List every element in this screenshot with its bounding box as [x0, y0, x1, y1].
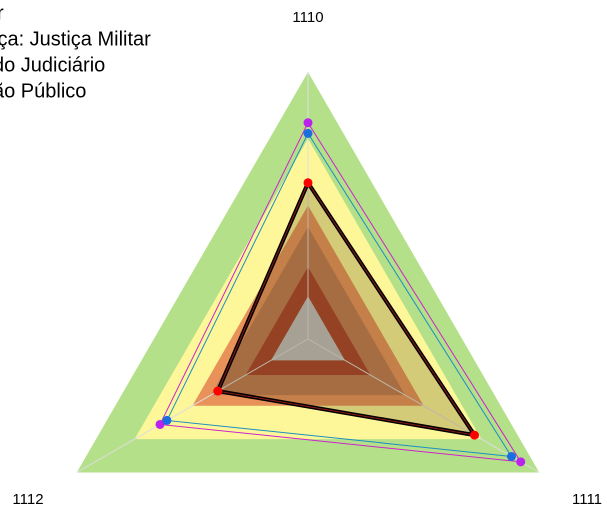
axis-line — [76, 338, 309, 473]
series-point — [162, 415, 172, 425]
series-point — [516, 457, 526, 467]
legend-label: ão Público — [0, 80, 86, 102]
series-point — [155, 419, 165, 429]
series-point — [213, 386, 223, 396]
legend-label: iça: Justiça Militar — [0, 28, 151, 50]
series-line — [166, 132, 513, 458]
series-point — [303, 178, 313, 188]
series-point — [303, 128, 313, 138]
series-point — [469, 430, 479, 440]
legend-label: do Judiciário — [0, 54, 105, 76]
axis-label: 1110 — [292, 9, 323, 26]
series-line — [159, 121, 522, 463]
series-line — [217, 181, 476, 436]
axis-line — [307, 338, 540, 473]
series-point — [506, 451, 516, 461]
legend: r iça: Justiça Militar do Judiciário ão Púb… — [0, 2, 151, 102]
axis-label: 1112 — [12, 491, 43, 508]
axis-label: 1111 — [572, 491, 602, 508]
series-point — [303, 118, 313, 128]
legend-label: r — [0, 2, 4, 24]
